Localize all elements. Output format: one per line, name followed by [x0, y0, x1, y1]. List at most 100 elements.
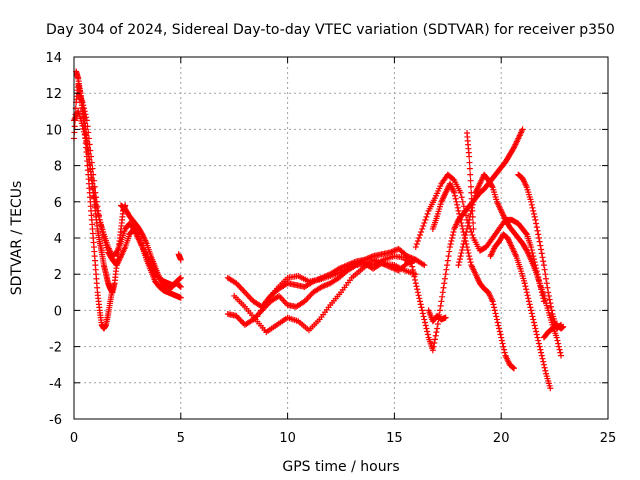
- data-point: [528, 310, 535, 317]
- data-point: [540, 361, 547, 368]
- data-point: [424, 331, 431, 338]
- data-point: [261, 301, 268, 308]
- data-point: [501, 349, 508, 356]
- data-point: [254, 313, 261, 320]
- data-point: [454, 201, 461, 208]
- data-point: [525, 298, 532, 305]
- data-point: [544, 284, 551, 291]
- data-point: [414, 238, 421, 245]
- data-point: [407, 259, 414, 266]
- data-point: [434, 325, 441, 332]
- data-point: [88, 153, 95, 160]
- data-point: [542, 367, 549, 374]
- data-point: [497, 331, 504, 338]
- data-point: [528, 244, 535, 251]
- data-point: [493, 316, 500, 323]
- data-point: [524, 292, 531, 299]
- data-point: [413, 241, 420, 248]
- data-point: [528, 307, 535, 314]
- data-point: [467, 171, 474, 178]
- points-layer: [71, 68, 567, 392]
- data-point: [434, 320, 441, 327]
- data-point: [83, 117, 90, 124]
- data-point: [459, 247, 466, 254]
- data-point: [92, 189, 99, 196]
- data-point: [488, 183, 495, 190]
- data-point: [420, 313, 427, 320]
- data-point: [411, 273, 418, 280]
- data-point: [412, 256, 419, 263]
- data-point: [560, 323, 567, 330]
- data-point: [431, 336, 438, 343]
- data-point: [409, 266, 416, 273]
- data-point: [419, 307, 426, 314]
- data-point: [457, 189, 464, 196]
- data-point: [528, 198, 535, 205]
- data-point: [547, 300, 554, 307]
- data-point: [455, 207, 462, 214]
- data-point: [98, 222, 105, 229]
- data-point: [442, 271, 449, 278]
- data-point: [535, 231, 542, 238]
- data-point: [443, 266, 450, 273]
- data-point: [489, 298, 496, 305]
- data-point: [422, 322, 429, 329]
- series-track-5: [117, 202, 184, 292]
- data-point: [493, 313, 500, 320]
- data-point: [420, 222, 427, 229]
- data-point: [525, 295, 532, 302]
- data-point: [95, 212, 102, 219]
- data-point: [541, 364, 548, 371]
- data-point: [438, 298, 445, 305]
- data-point: [470, 219, 477, 226]
- data-point: [458, 250, 465, 257]
- data-point: [446, 248, 453, 255]
- data-point: [429, 347, 436, 354]
- data-point: [536, 343, 543, 350]
- series-track-16: [487, 231, 554, 392]
- data-point: [99, 228, 106, 235]
- data-point: [496, 328, 503, 335]
- data-point: [530, 319, 537, 326]
- data-point: [466, 153, 473, 160]
- data-point: [528, 201, 535, 208]
- chart-title: Day 304 of 2024, Sidereal Day-to-day VTE…: [46, 22, 615, 38]
- data-point: [90, 177, 97, 184]
- data-point: [494, 319, 501, 326]
- data-point: [492, 310, 499, 317]
- data-point: [464, 222, 471, 229]
- data-point: [530, 207, 537, 214]
- data-point: [527, 304, 534, 311]
- data-point: [469, 213, 476, 220]
- data-point: [85, 135, 92, 142]
- data-point: [442, 314, 449, 321]
- data-point: [79, 99, 86, 106]
- data-point: [462, 212, 469, 219]
- y-tick-label: 0: [54, 304, 62, 319]
- data-point: [450, 228, 457, 235]
- data-point: [413, 283, 420, 290]
- data-point: [422, 319, 429, 326]
- data-point: [431, 339, 438, 346]
- data-point: [177, 294, 184, 301]
- data-point: [456, 259, 463, 266]
- data-point: [469, 201, 476, 208]
- data-point: [459, 244, 466, 251]
- y-tick-label: 12: [45, 87, 62, 102]
- data-point: [81, 131, 88, 138]
- data-point: [542, 271, 549, 278]
- data-point: [532, 216, 539, 223]
- data-point: [530, 316, 537, 323]
- data-point: [89, 180, 96, 187]
- data-point: [467, 210, 474, 217]
- data-point: [454, 204, 461, 211]
- data-point: [419, 225, 426, 232]
- data-point: [414, 289, 421, 296]
- data-point: [530, 210, 537, 217]
- data-point: [415, 235, 422, 241]
- data-point: [553, 334, 560, 341]
- data-point: [540, 258, 547, 265]
- data-point: [464, 247, 471, 254]
- data-point: [412, 276, 419, 283]
- data-point: [412, 280, 419, 287]
